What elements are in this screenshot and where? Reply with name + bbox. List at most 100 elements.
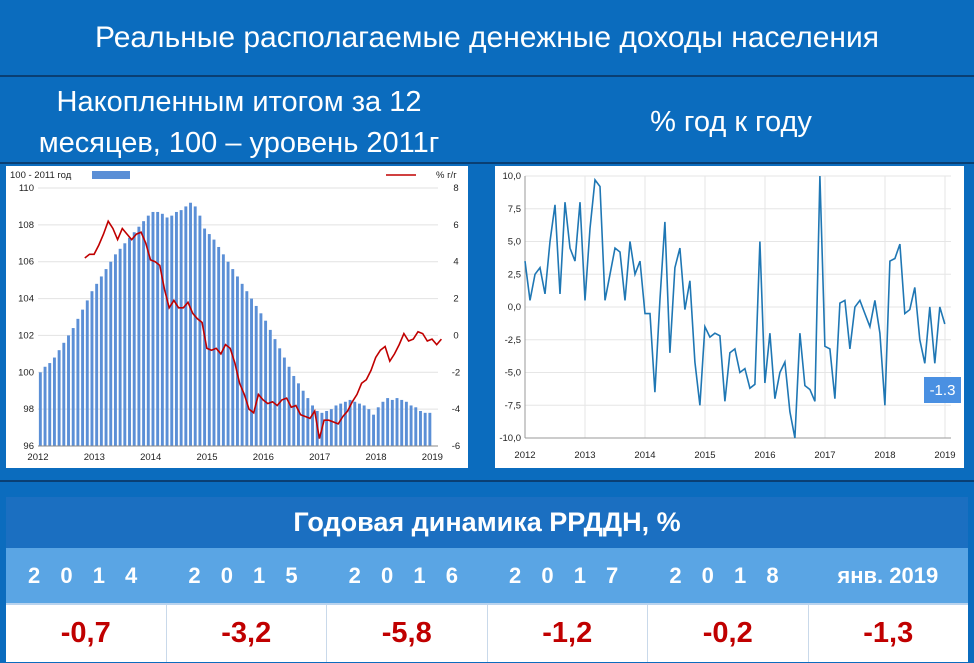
year-header: 2 0 1 5	[188, 562, 305, 588]
bar	[90, 291, 94, 446]
x-tick-label: 2016	[754, 450, 775, 461]
y-right-tick-label: 6	[453, 220, 458, 231]
x-tick-label: 2019	[934, 450, 955, 461]
bar	[353, 401, 357, 446]
bar	[137, 226, 141, 446]
bar	[343, 401, 347, 446]
bar	[250, 298, 253, 446]
y-tick-label: 7,5	[508, 204, 521, 215]
bar	[198, 215, 202, 446]
bar	[146, 215, 150, 446]
x-tick-label: 2012	[27, 452, 48, 463]
x-tick-label: 2016	[253, 452, 274, 463]
bar	[43, 366, 47, 446]
bar	[57, 350, 61, 446]
bar	[189, 202, 192, 446]
series-line-yoy	[84, 219, 443, 439]
bar	[306, 398, 310, 446]
x-tick-label: 2017	[309, 452, 330, 463]
bar	[170, 215, 174, 446]
charts-divider	[0, 480, 974, 482]
last-value-label: -1.3	[930, 382, 956, 399]
page-title: Реальные располагаемые денежные доходы н…	[95, 20, 879, 54]
bar	[174, 211, 178, 446]
bar	[386, 398, 390, 446]
bar	[184, 206, 188, 446]
bar	[128, 237, 131, 446]
bar	[419, 410, 422, 446]
y-left-tick-label: 108	[18, 220, 34, 231]
bar	[325, 410, 329, 446]
bar	[268, 329, 272, 446]
table-title: Годовая динамика РРДДН, %	[6, 497, 968, 548]
value-cell: -1,3	[807, 605, 969, 662]
bar	[400, 399, 404, 446]
x-tick-label: 2018	[874, 450, 895, 461]
bar	[165, 217, 169, 446]
y-tick-label: 5,0	[508, 237, 521, 248]
bar	[76, 318, 80, 446]
bar	[428, 412, 432, 446]
x-tick-label: 2018	[365, 452, 386, 463]
bar	[381, 401, 385, 446]
bar	[118, 248, 122, 446]
bar	[301, 390, 305, 446]
y-right-tick-label: -2	[452, 367, 460, 378]
bar	[81, 309, 85, 446]
bar	[292, 375, 296, 446]
legend-bars-label: 100 - 2011 год	[10, 170, 72, 181]
bar	[282, 357, 286, 446]
bar	[372, 414, 376, 446]
title-divider	[0, 75, 974, 77]
y-right-tick-label: 8	[453, 183, 458, 194]
bar	[109, 261, 113, 446]
bar	[193, 206, 197, 446]
y-tick-label: -10,0	[499, 433, 521, 444]
y-left-tick-label: 98	[23, 404, 34, 415]
y-left-tick-label: 102	[18, 330, 34, 341]
x-tick-label: 2014	[140, 452, 161, 463]
bar	[358, 403, 361, 446]
y-tick-label: -5,0	[505, 368, 521, 379]
y-tick-label: 0,0	[508, 302, 521, 313]
bar	[156, 211, 160, 446]
bar	[62, 342, 66, 446]
year-header: 2 0 1 8	[669, 562, 786, 588]
x-tick-label: 2013	[574, 450, 595, 461]
x-tick-label: 2014	[634, 450, 655, 461]
bar	[123, 243, 127, 446]
bar	[297, 383, 300, 446]
y-right-tick-label: 0	[453, 330, 458, 341]
bar	[278, 348, 282, 446]
value-cell: -0,2	[647, 605, 808, 662]
bar	[104, 269, 108, 446]
bar	[311, 405, 314, 446]
y-tick-label: -7,5	[505, 400, 521, 411]
bar	[259, 313, 263, 446]
y-left-tick-label: 106	[18, 257, 34, 268]
value-cell: -3,2	[165, 605, 327, 662]
bar	[404, 401, 408, 446]
y-right-tick-label: 2	[453, 294, 458, 305]
series-line-yoy	[524, 175, 946, 439]
y-tick-label: -2,5	[505, 335, 521, 346]
left-subtitle-line1: Накопленным итогом за 12	[56, 86, 422, 118]
bar	[52, 357, 56, 446]
bar	[38, 372, 42, 446]
bar	[235, 276, 239, 446]
y-left-tick-label: 96	[23, 441, 34, 452]
bar	[160, 213, 164, 446]
bar	[334, 405, 338, 446]
last-value-label-box	[924, 377, 961, 403]
x-tick-label: 2013	[84, 452, 105, 463]
legend-bars-swatch	[92, 171, 130, 179]
y-left-tick-label: 100	[18, 367, 34, 378]
value-cell: -0,7	[60, 617, 111, 649]
y-left-tick-label: 104	[18, 294, 34, 305]
x-tick-label: 2012	[514, 450, 535, 461]
y-tick-label: 10,0	[503, 171, 522, 182]
cumulative-income-chart-svg: 96 98 100 102 104 106 108 110 -6 -4 -2 0 2 4 6 8 2012 201…	[10, 170, 460, 463]
year-header: янв. 2019	[837, 562, 939, 588]
left-chart-subtitle: Накопленным итогом за 12 месяцев, 100 – …	[0, 82, 478, 164]
y-right-tick-label: 4	[453, 257, 458, 268]
